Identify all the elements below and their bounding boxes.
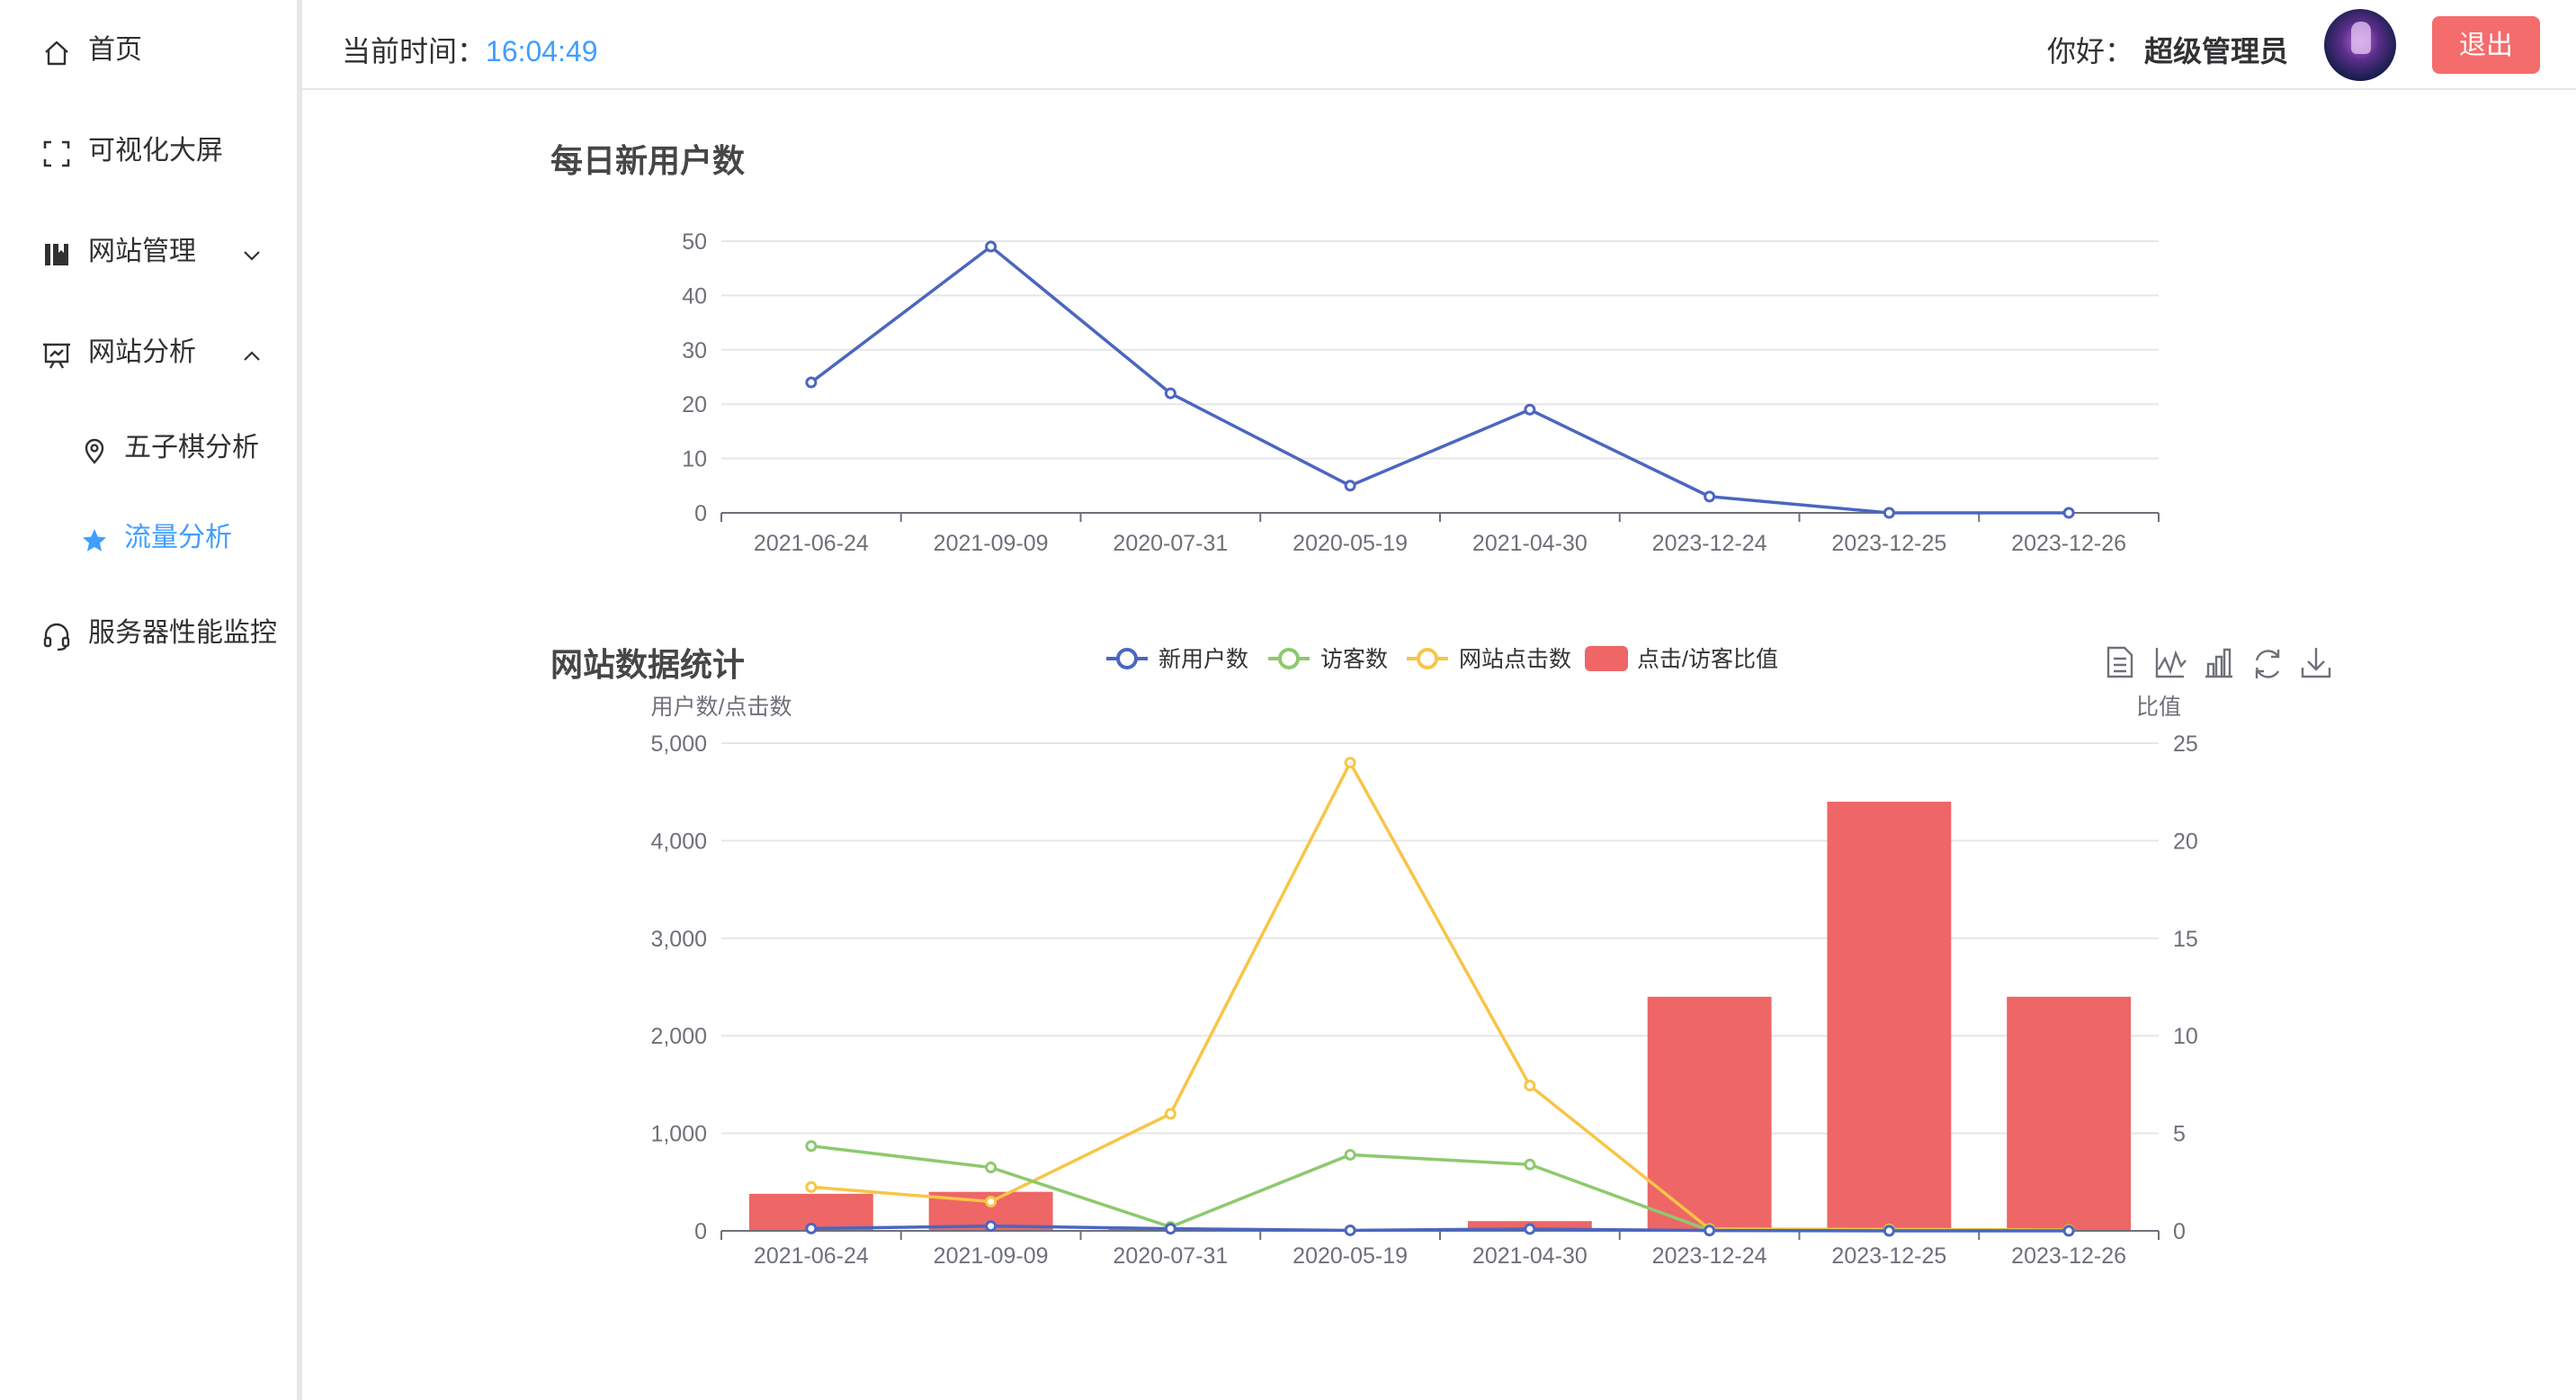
x-tick-label: 2021-09-09: [934, 531, 1049, 556]
sidebar-item-label: 首页: [88, 35, 142, 65]
chart2-title: 网站数据统计: [550, 646, 746, 683]
chevron-down-icon: [241, 243, 263, 265]
sidebar-item-site-management[interactable]: 网站管理: [0, 207, 297, 297]
x-tick-label: 2020-05-19: [1292, 531, 1408, 556]
sidebar-item-server-monitor[interactable]: 服务器性能监控: [0, 588, 297, 678]
logout-button[interactable]: 退出: [2432, 16, 2540, 74]
time-value: 16:04:49: [486, 35, 598, 67]
location-icon: [79, 435, 110, 466]
chevron-up-icon: [241, 344, 263, 365]
chart1-title: 每日新用户数: [550, 142, 746, 179]
sidebar: 首页 可视化大屏 网站管理 网站分析 五子棋分析 流量分析: [0, 0, 302, 1400]
y-tick-label: 50: [682, 229, 707, 255]
y-tick-label: 30: [682, 338, 707, 363]
sidebar-item-dashboard[interactable]: 可视化大屏: [0, 106, 297, 196]
headset-icon: [41, 621, 72, 651]
star-icon: [79, 525, 110, 556]
sidebar-item-label: 流量分析: [124, 523, 232, 552]
x-tick-label: 2023-12-26: [2011, 531, 2126, 556]
time-label: 当前时间：: [342, 35, 487, 67]
data-point: [985, 240, 997, 253]
x-tick-label: 2021-06-24: [754, 531, 869, 556]
sidebar-item-site-analysis[interactable]: 网站分析: [0, 308, 297, 398]
data-point: [1704, 490, 1716, 503]
x-tick-label: 2023-12-25: [1831, 531, 1946, 556]
header: 当前时间：16:04:49 你好： 超级管理员 退出: [302, 0, 2576, 90]
avatar[interactable]: [2324, 9, 2396, 81]
current-time: 当前时间：16:04:49: [342, 29, 598, 70]
sidebar-item-label: 服务器性能监控: [88, 618, 277, 648]
username: 超级管理员: [2144, 35, 2289, 67]
data-point: [805, 376, 818, 389]
greeting-label: 你好：: [2047, 35, 2134, 67]
sidebar-item-label: 可视化大屏: [88, 136, 223, 166]
sidebar-item-label: 网站管理: [88, 237, 196, 266]
home-icon: [41, 38, 72, 68]
presentation-icon: [41, 340, 72, 371]
y-tick-label: 0: [694, 501, 707, 526]
sidebar-item-gomoku-analysis[interactable]: 五子棋分析: [0, 403, 297, 493]
x-tick-label: 2023-12-24: [1652, 531, 1767, 556]
y-tick-label: 40: [682, 283, 707, 309]
sidebar-item-label: 网站分析: [88, 337, 196, 367]
data-point: [1344, 480, 1356, 492]
fullscreen-icon: [41, 139, 72, 169]
x-tick-label: 2021-04-30: [1472, 531, 1588, 556]
data-point: [1164, 387, 1176, 399]
sidebar-item-home[interactable]: 首页: [0, 5, 297, 95]
greeting: 你好： 超级管理员: [2047, 29, 2288, 70]
data-point: [1524, 403, 1536, 416]
y-tick-label: 20: [682, 392, 707, 417]
sidebar-item-label: 五子棋分析: [124, 433, 259, 462]
data-point: [1883, 507, 1895, 519]
sidebar-item-traffic-analysis[interactable]: 流量分析: [0, 493, 297, 583]
y-tick-label: 10: [682, 447, 707, 472]
x-tick-label: 2020-07-31: [1113, 531, 1228, 556]
notebook-icon: [41, 239, 72, 270]
series-line-new-users: [809, 244, 2070, 515]
data-point: [2062, 507, 2075, 519]
